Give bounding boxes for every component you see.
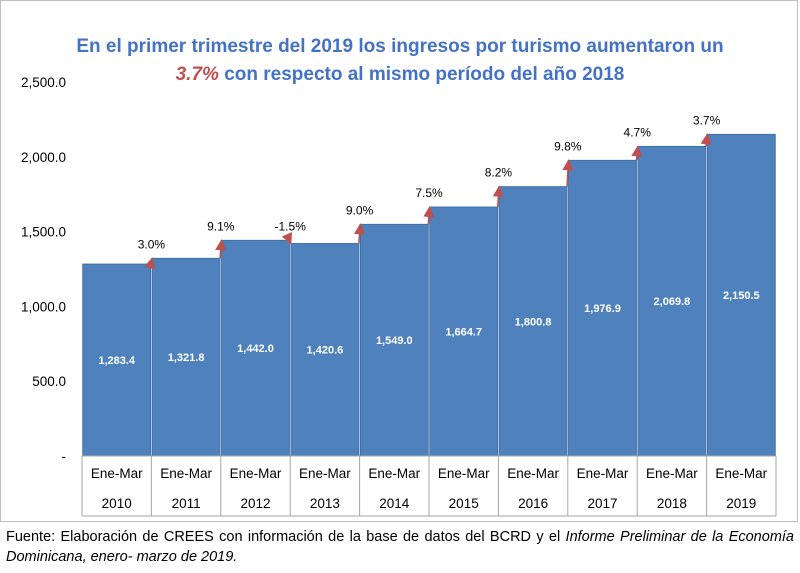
chart-title: En el primer trimestre del 2019 los ingr… (30, 33, 770, 89)
x-year-label: 2014 (379, 496, 410, 511)
x-category-label: Ene-Mar (91, 466, 143, 481)
source-note: Fuente: Elaboración de CREES con informa… (6, 527, 794, 567)
source-prefix: Fuente: Elaboración de CREES con informa… (6, 529, 566, 545)
growth-label: 9.8% (554, 139, 582, 153)
bar-value-label: 1,442.0 (237, 343, 274, 355)
y-tick-label: 1,500.0 (21, 225, 66, 240)
bar (429, 206, 499, 457)
growth-arrow (492, 185, 504, 208)
x-category-label: Ene-Mar (299, 466, 351, 481)
bar-chart: - 500.0 1,000.0 1,500.0 2,000.0 2,500.0 1,283.… (21, 75, 777, 517)
bar-value-label: 1,549.0 (376, 335, 413, 347)
growth-label: 4.7% (624, 125, 652, 139)
bar-value-label: 1,976.9 (584, 303, 621, 315)
growth-arrow (700, 133, 712, 147)
bar (221, 239, 290, 457)
x-category-label: Ene-Mar (230, 466, 282, 481)
bar-value-label: 1,664.7 (445, 326, 482, 338)
bar-value-label: 1,321.8 (168, 352, 205, 364)
x-category-label: Ene-Mar (160, 466, 212, 481)
bar-value-label: 1,283.4 (98, 355, 136, 367)
bar (706, 133, 776, 457)
x-year-label: 2012 (240, 496, 270, 511)
growth-arrow (562, 159, 574, 187)
bar (359, 223, 429, 457)
x-year-label: 2016 (518, 496, 548, 511)
bar-value-label: 1,800.8 (515, 316, 552, 328)
title-highlight: 3.7% (175, 64, 219, 85)
growth-label: -1.5% (275, 219, 307, 233)
bar (568, 159, 637, 457)
x-year-label: 2019 (726, 496, 756, 511)
x-category-label: Ene-Mar (507, 466, 559, 481)
growth-label: 7.5% (415, 186, 443, 200)
x-year-label: 2010 (102, 496, 132, 511)
growth-label: 9.1% (207, 219, 235, 233)
bar-value-label: 1,420.6 (307, 345, 344, 357)
x-category-label: Ene-Mar (646, 466, 698, 481)
x-year-label: 2018 (657, 496, 687, 511)
y-tick-label: - (62, 449, 67, 464)
bar (498, 186, 568, 457)
source-italic: Informe Preliminar de la Economía Domini… (6, 529, 794, 565)
growth-arrow (144, 257, 156, 270)
growth-arrow (423, 205, 435, 225)
y-tick-label: 500.0 (32, 374, 66, 389)
bar (151, 257, 221, 457)
x-year-label: 2011 (172, 496, 201, 511)
growth-arrow (631, 145, 643, 161)
title-line-2: 3.7% con respecto al mismo período del a… (30, 61, 770, 89)
x-year-label: 2015 (449, 496, 479, 511)
bar (637, 145, 707, 457)
x-category-label: Ene-Mar (368, 466, 420, 481)
y-tick-label: 2,000.0 (21, 150, 66, 165)
growth-arrow (281, 231, 292, 245)
growth-label: 8.2% (485, 166, 513, 180)
growth-label: 3.0% (138, 237, 166, 251)
chart-frame (0, 0, 798, 522)
bar (290, 243, 360, 457)
x-category-label: Ene-Mar (577, 466, 629, 481)
bar-value-label: 2,150.5 (723, 290, 760, 302)
x-year-label: 2013 (310, 496, 340, 511)
growth-arrow (353, 223, 366, 244)
x-category-label: Ene-Mar (715, 466, 767, 481)
y-tick-label: 1,000.0 (21, 299, 66, 314)
x-category-label: Ene-Mar (438, 466, 490, 481)
x-year-label: 2017 (587, 496, 617, 511)
y-tick-label: 2,500.0 (21, 75, 66, 90)
growth-label: 9.0% (346, 203, 374, 217)
bar-value-label: 2,069.8 (654, 296, 691, 308)
title-line-1: En el primer trimestre del 2019 los ingr… (76, 36, 724, 57)
growth-arrow (215, 239, 227, 259)
growth-label: 3.7% (693, 113, 721, 127)
title-line-2-text: con respecto al mismo período del año 20… (218, 64, 625, 85)
bar (82, 263, 152, 457)
